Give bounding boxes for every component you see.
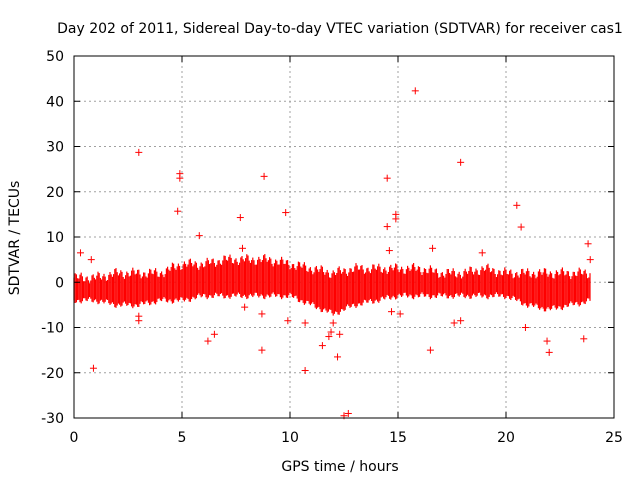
- outlier-point: [258, 346, 266, 354]
- outlier-point: [135, 148, 143, 156]
- outlier-point: [236, 214, 244, 222]
- outlier-point: [329, 319, 337, 327]
- outlier-point: [336, 330, 344, 338]
- outlier-point: [301, 366, 309, 374]
- x-tick-label: 20: [497, 430, 515, 446]
- outlier-point: [344, 409, 352, 417]
- outlier-point: [301, 319, 309, 327]
- outlier-point: [327, 328, 335, 336]
- x-axis-label: GPS time / hours: [281, 459, 398, 475]
- outlier-point: [513, 201, 521, 209]
- outlier-point: [426, 346, 434, 354]
- outlier-point: [411, 87, 419, 95]
- outlier-point: [260, 172, 268, 180]
- x-tick-label: 5: [178, 430, 187, 446]
- y-axis-label: SDTVAR / TECUs: [7, 181, 23, 296]
- outlier-point: [385, 247, 393, 255]
- outlier-point: [284, 317, 292, 325]
- x-tick-label: 25: [605, 430, 623, 446]
- outlier-point: [258, 310, 266, 318]
- outlier-point: [174, 207, 182, 215]
- outlier-point: [238, 244, 246, 252]
- outlier-point: [195, 232, 203, 240]
- outlier-point: [135, 317, 143, 325]
- outlier-points-layer: [76, 87, 594, 420]
- x-tick-label: 10: [281, 430, 299, 446]
- outlier-point: [429, 244, 437, 252]
- outlier-point: [521, 324, 529, 331]
- y-tick-label: -20: [41, 366, 64, 382]
- y-tick-label: 50: [46, 49, 64, 65]
- outlier-point: [388, 308, 396, 316]
- y-tick-label: -30: [41, 411, 64, 427]
- outlier-point: [76, 249, 84, 257]
- outlier-point: [478, 249, 486, 257]
- outlier-point: [545, 348, 553, 356]
- outlier-point: [584, 240, 592, 248]
- outlier-point: [89, 364, 97, 372]
- dense-band-layer: [73, 254, 591, 316]
- outlier-point: [318, 342, 326, 350]
- outlier-point: [334, 353, 342, 361]
- outlier-point: [176, 170, 184, 178]
- outlier-point: [580, 335, 588, 343]
- outlier-point: [241, 303, 249, 311]
- outlier-point: [392, 210, 400, 218]
- y-tick-label: 0: [55, 275, 64, 291]
- x-tick-label: 0: [70, 430, 79, 446]
- outlier-point: [204, 337, 212, 345]
- outlier-point: [543, 337, 551, 345]
- outlier-point: [450, 319, 458, 327]
- outlier-point: [457, 158, 465, 166]
- axis-layer: [73, 55, 615, 419]
- outlier-point: [87, 256, 95, 264]
- outlier-point: [282, 209, 290, 217]
- y-tick-label: 40: [46, 94, 64, 110]
- chart-title: Day 202 of 2011, Sidereal Day-to-day VTE…: [57, 21, 623, 37]
- tick-labels-layer: 0 5 10 15 20 25 -30 -20 -10 0 10 20 30 40 50: [41, 49, 623, 446]
- outlier-point: [383, 174, 391, 182]
- outlier-point: [517, 223, 525, 231]
- outlier-point: [383, 223, 391, 231]
- outlier-point: [325, 333, 333, 341]
- outlier-point: [210, 330, 218, 338]
- outlier-point: [457, 317, 465, 325]
- y-tick-label: 10: [46, 230, 64, 246]
- y-tick-label: 20: [46, 185, 64, 201]
- x-tick-label: 15: [389, 430, 407, 446]
- outlier-point: [586, 256, 594, 264]
- y-tick-label: 30: [46, 140, 64, 156]
- grid-layer: [74, 56, 614, 418]
- y-tick-label: -10: [41, 321, 64, 337]
- outlier-point: [396, 310, 404, 318]
